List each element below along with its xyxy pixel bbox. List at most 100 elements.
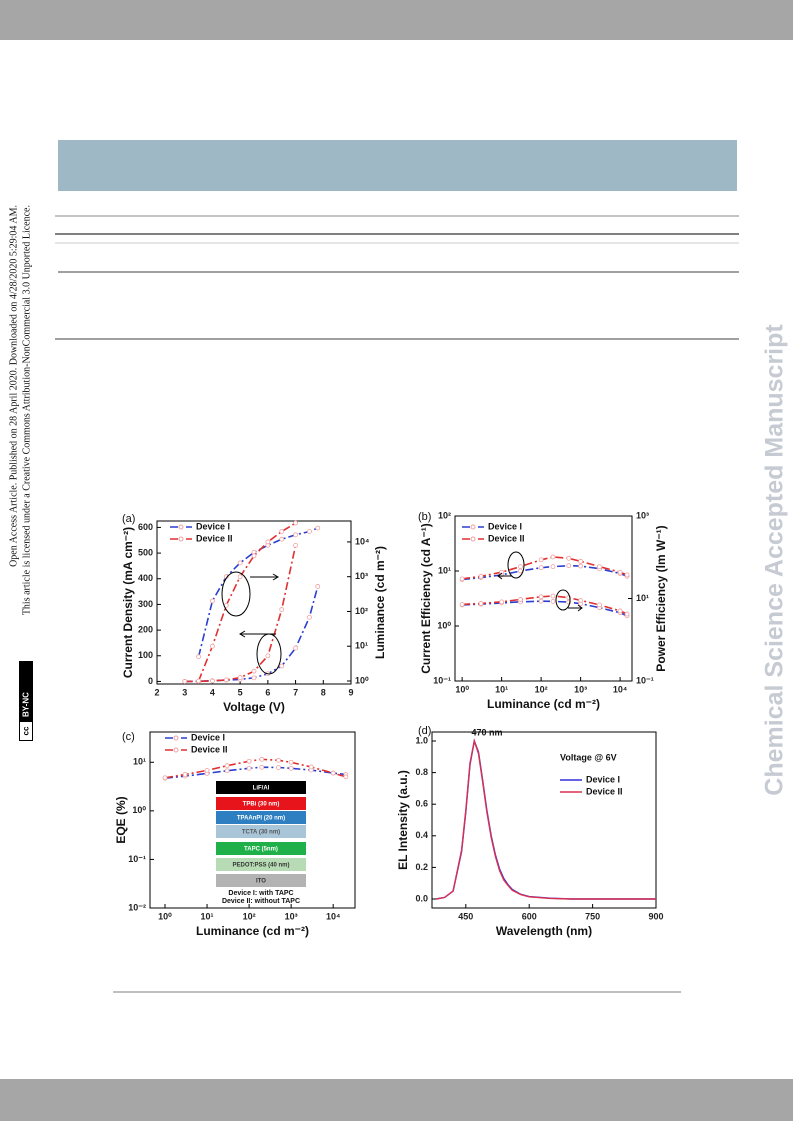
data-point	[251, 675, 257, 681]
stack-layer-label: TCTA (30 nm)	[242, 830, 280, 836]
y2-tick-label: 10⁰	[355, 675, 369, 685]
legend-label: Device I	[196, 521, 230, 531]
y-tick-label: 0.6	[415, 799, 428, 809]
legend-label: Device II	[488, 533, 525, 543]
x-tick-label: 7	[293, 687, 298, 697]
data-point	[182, 772, 188, 777]
legend-label: Device II	[196, 533, 233, 543]
legend-marker	[178, 524, 184, 530]
y-tick-label: 0.0	[415, 893, 428, 903]
stack-layer-label: TAPC (5nm)	[244, 847, 278, 853]
callout-arrow	[250, 573, 279, 581]
legend-label: Device II	[586, 786, 623, 796]
data-point	[251, 668, 257, 674]
data-point	[293, 542, 298, 548]
stack-layer	[216, 842, 306, 855]
stack-layer	[216, 874, 306, 887]
data-point	[499, 569, 505, 575]
data-point	[288, 759, 294, 765]
data-point	[246, 758, 252, 764]
y-tick-label: 0.2	[415, 862, 428, 872]
data-point	[251, 553, 257, 559]
data-point	[518, 568, 523, 574]
legend-label: Device I	[488, 521, 522, 531]
y-tick-label: 0.4	[415, 830, 428, 840]
data-point	[624, 572, 630, 578]
data-point	[538, 598, 544, 604]
annotation: Voltage @ 6V	[560, 752, 617, 762]
legend-marker	[178, 536, 184, 542]
data-point	[265, 539, 271, 545]
panel-label: (c)	[122, 731, 135, 743]
data-point	[204, 768, 210, 773]
panel-label: (b)	[418, 511, 431, 523]
y-tick-label: 10⁰	[437, 620, 451, 630]
stack-layer-label: TPBi (30 nm)	[243, 802, 280, 808]
y2-tick-label: 10²	[355, 606, 368, 616]
x-tick-label: 10⁴	[326, 911, 340, 921]
data-point	[307, 614, 312, 620]
y2-tick-label: 10⁴	[355, 536, 369, 546]
y2-tick-label: 10³	[636, 510, 649, 520]
x-tick-label: 10²	[535, 684, 548, 694]
series-line	[462, 600, 628, 617]
data-point	[566, 563, 572, 569]
top-band	[0, 0, 793, 40]
callout-arrow	[239, 630, 276, 638]
series-line	[461, 556, 628, 580]
chart-panel: 10⁰ 10¹ 10² 10³ 10⁴ 10⁻² 10⁻¹ 10⁰ 10¹ Luminance (…	[114, 731, 356, 938]
y-tick-label: 10¹	[438, 565, 451, 575]
plot-frame	[149, 731, 356, 909]
data-point	[550, 564, 556, 570]
data-point	[550, 599, 556, 604]
y2-tick-label: 10¹	[636, 593, 649, 603]
x-tick-label: 10³	[285, 911, 298, 921]
data-point	[578, 597, 584, 603]
legend-marker	[173, 747, 179, 753]
x-tick-label: 2	[154, 687, 159, 697]
x-tick-label: 10¹	[495, 684, 508, 694]
data-point	[597, 564, 602, 570]
stack-layer	[216, 781, 306, 794]
data-point	[182, 679, 188, 684]
y-axis-label: EL Intensity (a.u.)	[396, 770, 410, 870]
callout-arrow	[497, 572, 512, 580]
data-point	[276, 757, 281, 763]
x-tick-label: 600	[522, 911, 537, 921]
y-tick-label: 400	[138, 573, 153, 583]
header-box	[58, 140, 737, 191]
x-tick-label: 10³	[574, 684, 587, 694]
plot-frame	[156, 520, 352, 685]
data-point	[538, 565, 544, 571]
data-point	[162, 775, 168, 781]
data-point	[459, 601, 465, 607]
x-tick-label: 3	[182, 687, 187, 697]
y2-axis-label: Power Efficiency (lm W⁻¹)	[654, 525, 668, 671]
y-tick-label: 0.8	[415, 767, 428, 777]
y-tick-label: 200	[138, 624, 153, 634]
data-point	[538, 594, 544, 600]
side-text: Open Access Article. Published on 28 Apr…	[8, 205, 19, 567]
data-point	[307, 529, 312, 534]
chart-panel: 450 600 750 900 0.0 0.2 0.4 0.6 0.8 1.0 Wavelength…	[396, 725, 663, 938]
chart-panel: 10⁰ 10¹ 10² 10³ 10⁴ 10⁻¹ 10⁰ 10¹ 10² 10⁻¹ 10¹ 10³ Lu…	[418, 510, 668, 711]
bottom-band	[0, 1079, 793, 1121]
series-line	[436, 738, 656, 900]
data-point	[617, 569, 623, 575]
legend-marker	[173, 735, 179, 741]
data-point	[550, 554, 556, 560]
plot-frame	[454, 515, 633, 682]
data-point	[196, 654, 201, 660]
badge-box	[19, 661, 33, 741]
y-tick-label: 300	[138, 599, 153, 609]
data-point	[499, 599, 505, 605]
legend-marker	[470, 536, 476, 542]
data-point	[624, 611, 630, 617]
data-point	[196, 678, 201, 684]
badge-icon-box	[20, 722, 32, 740]
y-tick-label: 0	[148, 676, 153, 686]
data-point	[550, 593, 556, 599]
data-point	[259, 756, 265, 762]
data-point	[315, 525, 321, 531]
x-tick-label: 10²	[243, 911, 256, 921]
